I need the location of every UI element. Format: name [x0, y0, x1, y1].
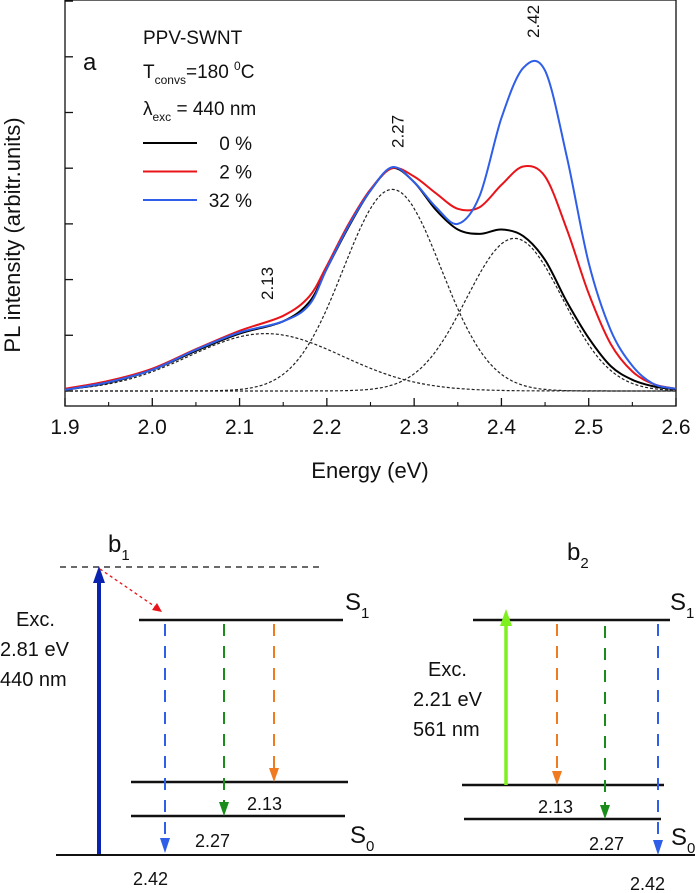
legend-temperature: Tconvs=180 0C [143, 59, 254, 87]
energy-level-diagram: b1 S1 S0 Exc. 2.81 eV 440 nm 2.13 2.27 2… [0, 531, 695, 893]
legend-label: 32 % [209, 191, 252, 212]
exc-left-line2: 2.81 eV [0, 639, 70, 661]
arrowhead [653, 840, 663, 855]
series-line-32-percent [64, 59, 677, 391]
pl-spectrum-chart: 1.9 2.0 2.1 2.2 2.3 2.4 2.5 2.6 Energy (eV) PL … [0, 0, 691, 483]
x-tick-label: 2.3 [400, 416, 429, 439]
s0-label-left: S0 [350, 822, 374, 855]
x-tick-label: 2.4 [487, 416, 517, 439]
legend-title: PPV-SWNT [143, 28, 243, 49]
x-tick-label: 1.9 [50, 416, 79, 439]
fit-component-curve [65, 188, 676, 392]
panel-label-b1: b1 [108, 531, 130, 564]
arrowhead [552, 771, 562, 785]
x-axis-label: Energy (eV) [311, 458, 428, 483]
label-213-left: 2.13 [247, 794, 282, 814]
x-axis-ticks: 1.9 2.0 2.1 2.2 2.3 2.4 2.5 2.6 [50, 398, 691, 439]
s1-label-right: S1 [670, 589, 694, 622]
label-242-left: 2.42 [133, 869, 168, 889]
arrowhead [600, 805, 610, 819]
fit-component-curve [64, 333, 676, 392]
legend: PPV-SWNT Tconvs=180 0C λexc = 440 nm 0 %… [143, 28, 256, 212]
peak-label: 2.27 [389, 115, 408, 148]
x-tick-label: 2.2 [312, 416, 341, 439]
label-242-right: 2.42 [630, 874, 665, 893]
arrowhead [500, 609, 512, 626]
exc-right-line3: 561 nm [413, 719, 480, 741]
y-axis-ticks [65, 0, 73, 392]
panel-label-a: a [83, 49, 97, 76]
panel-label-b2: b2 [567, 539, 589, 572]
label-227-left: 2.27 [195, 831, 230, 851]
exc-right-line1: Exc. [428, 659, 467, 681]
x-tick-label: 2.6 [661, 416, 690, 439]
y-axis-label: PL intensity (arbitr.units) [0, 117, 25, 352]
peak-labels: 2.13 2.27 2.42 [258, 5, 543, 300]
x-tick-label: 2.5 [574, 416, 603, 439]
legend-label: 2 % [219, 163, 252, 184]
arrowhead [219, 802, 229, 816]
exc-left-line1: Exc. [16, 609, 55, 631]
legend-wavelength: λexc = 440 nm [143, 99, 256, 124]
arrowhead [269, 768, 279, 782]
label-227-right: 2.27 [589, 834, 624, 854]
legend-label: 0 % [219, 134, 252, 155]
exc-right-line2: 2.21 eV [413, 689, 483, 711]
s1-label-left: S1 [345, 589, 369, 622]
series-line-2-percent [64, 165, 677, 390]
excitation-arrowhead [93, 566, 105, 583]
x-tick-label: 2.1 [225, 416, 254, 439]
peak-label: 2.42 [524, 5, 543, 38]
relaxation-arrowhead [152, 603, 162, 612]
peak-label: 2.13 [258, 267, 277, 300]
spectrum-curves [64, 59, 677, 391]
plot-frame [64, 0, 677, 407]
s0-label-right: S0 [671, 824, 695, 857]
arrowhead [160, 838, 170, 853]
exc-left-line3: 440 nm [0, 669, 67, 691]
label-213-right: 2.13 [538, 797, 573, 817]
fit-components [64, 188, 677, 392]
relaxation-arrow [99, 568, 158, 609]
fit-component-curve [65, 237, 677, 392]
x-tick-label: 2.0 [138, 416, 167, 439]
